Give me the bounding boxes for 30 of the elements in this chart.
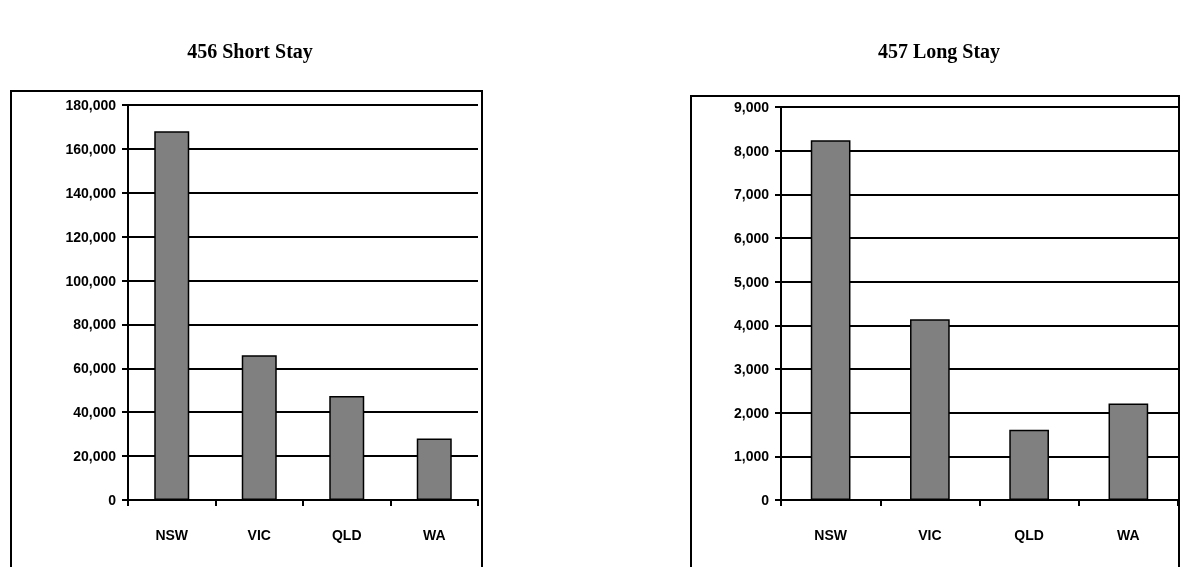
y-tick-label: 1,000 (733, 448, 770, 465)
y-tick-label: 8,000 (733, 142, 770, 159)
y-tick-label: 100,000 (65, 272, 117, 289)
y-tick-label: 120,000 (65, 228, 117, 245)
y-tick-label: 80,000 (73, 316, 117, 333)
y-tick-label: 0 (761, 492, 770, 508)
y-tick-label: 9,000 (733, 99, 770, 115)
x-tick-label: VIC (247, 527, 271, 543)
y-tick-label: 6,000 (733, 230, 770, 246)
x-tick-label: VIC (918, 527, 942, 543)
y-tick-label: 7,000 (733, 186, 770, 203)
y-tick-label: 160,000 (65, 140, 117, 157)
x-tick-label: NSW (155, 527, 189, 543)
y-tick-label: 0 (108, 492, 117, 508)
y-tick-label: 60,000 (73, 360, 117, 377)
y-tick-label: 3,000 (733, 361, 770, 377)
y-tick-label: 180,000 (65, 97, 117, 113)
y-tick-label: 5,000 (733, 273, 770, 290)
y-tick-label: 140,000 (65, 184, 117, 201)
y-tick-label: 4,000 (733, 317, 770, 334)
x-tick-label: QLD (1014, 527, 1044, 543)
chart-title: 457 Long Stay (877, 40, 1001, 63)
x-tick-label: WA (422, 527, 446, 543)
y-tick-label: 2,000 (733, 404, 770, 421)
x-tick-label: WA (1117, 527, 1140, 543)
y-tick-label: 40,000 (73, 404, 117, 421)
x-tick-label: QLD (331, 527, 362, 543)
y-tick-label: 20,000 (73, 448, 117, 465)
chart-title: 456 Short Stay (187, 40, 313, 63)
x-tick-label: NSW (814, 527, 848, 543)
